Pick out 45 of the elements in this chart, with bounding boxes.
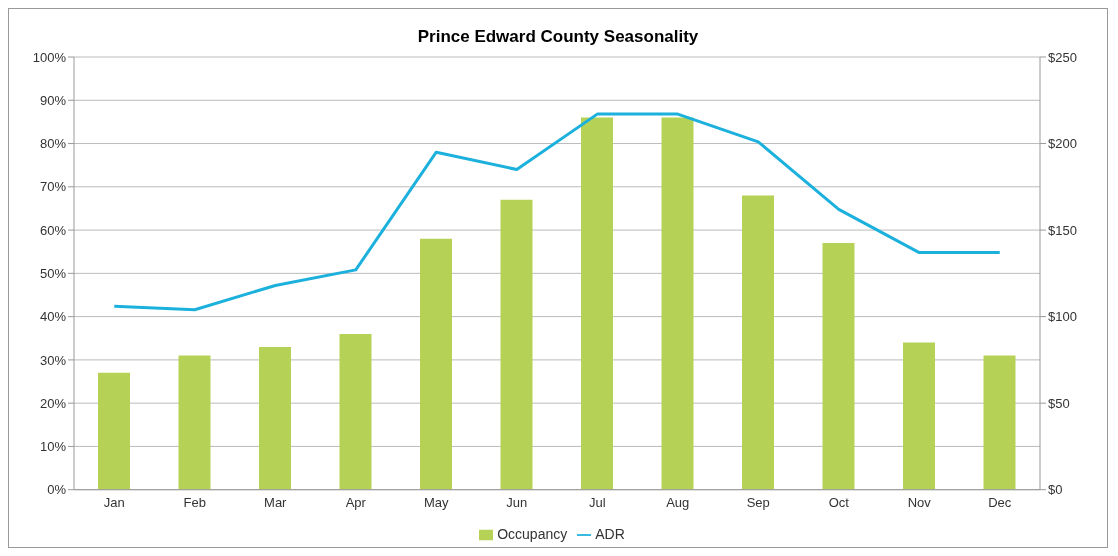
bar <box>903 342 935 490</box>
bar <box>822 243 855 490</box>
bar <box>259 346 291 490</box>
y2-tick-label: $100 <box>1048 309 1077 325</box>
y-tick-label: 100% <box>32 49 67 65</box>
y-tick-label: 80% <box>39 136 67 152</box>
y-tick-label: 50% <box>39 265 67 281</box>
y-tick-label: 70% <box>39 179 67 195</box>
chart-title: Prince Edward County Seasonality <box>416 26 700 47</box>
y2-tick-label: $200 <box>1048 136 1077 152</box>
bar <box>581 117 613 490</box>
y-tick-label: 60% <box>39 222 67 238</box>
bar <box>742 195 774 490</box>
bar <box>983 355 1016 490</box>
bar <box>98 372 130 490</box>
bar <box>661 117 694 490</box>
x-tick-label: Aug <box>666 494 690 510</box>
y-tick-label: 90% <box>39 92 67 108</box>
x-tick-label: Jan <box>103 494 125 510</box>
x-tick-label: Apr <box>345 494 367 510</box>
x-tick-label: Dec <box>988 494 1012 510</box>
y-tick-label: 10% <box>39 439 67 455</box>
bar <box>500 199 533 490</box>
x-tick-label: Jun <box>506 494 528 510</box>
y2-tick-label: $0 <box>1048 482 1063 498</box>
legend-label: Occupancy <box>497 525 568 542</box>
y2-tick-label: $50 <box>1048 395 1070 411</box>
x-tick-label: Sep <box>746 494 770 510</box>
x-tick-label: Jul <box>588 494 606 510</box>
x-tick-label: May <box>423 494 450 510</box>
bar <box>178 355 211 490</box>
y2-tick-label: $250 <box>1048 49 1077 65</box>
bar <box>339 333 372 490</box>
x-tick-label: Oct <box>828 494 850 510</box>
y-tick-label: 40% <box>39 309 67 325</box>
x-tick-label: Nov <box>907 494 932 510</box>
y-tick-label: 0% <box>47 482 67 498</box>
y-tick-label: 20% <box>39 395 67 411</box>
line-series <box>112 112 1002 312</box>
x-tick-label: Mar <box>264 494 288 510</box>
bar <box>420 238 452 490</box>
x-tick-label: Feb <box>183 494 206 510</box>
y-tick-label: 30% <box>39 352 67 368</box>
legend-label: ADR <box>595 525 625 542</box>
y2-tick-label: $150 <box>1048 222 1077 238</box>
